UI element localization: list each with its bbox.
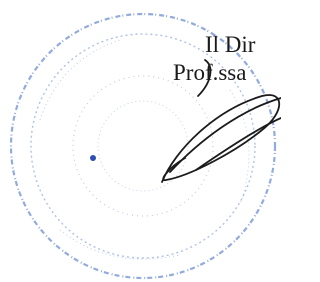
stamp-dot xyxy=(90,155,96,161)
title-line: Il Dir xyxy=(205,32,256,57)
scan: Il Dir Prof.ssa xyxy=(0,0,281,282)
page: Il Dir Prof.ssa (() => { const data = JS… xyxy=(0,0,320,282)
